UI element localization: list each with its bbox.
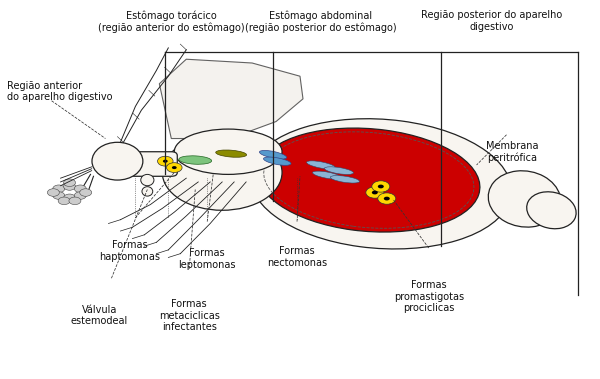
Ellipse shape [250,119,511,249]
Circle shape [172,166,176,169]
Circle shape [158,156,173,166]
Ellipse shape [325,167,353,174]
Circle shape [53,192,65,199]
Text: Formas
haptomonas: Formas haptomonas [99,241,160,262]
Circle shape [74,192,86,199]
Ellipse shape [527,192,576,229]
Circle shape [64,183,76,190]
Circle shape [58,197,70,205]
Text: Estômago torácico
(região anterior do estômago): Estômago torácico (região anterior do es… [98,10,245,33]
Ellipse shape [141,174,154,186]
Text: Válvula
estemodeal: Válvula estemodeal [71,305,128,326]
Circle shape [378,185,384,188]
Text: Formas
promastigotas
prociclicas: Formas promastigotas prociclicas [394,280,464,313]
Ellipse shape [174,129,282,174]
Ellipse shape [163,135,282,210]
Circle shape [74,185,86,193]
Circle shape [53,185,65,193]
Circle shape [64,179,76,186]
Circle shape [167,163,182,172]
Text: Região anterior
do aparelho digestivo: Região anterior do aparelho digestivo [7,80,112,102]
Circle shape [372,191,378,194]
Ellipse shape [313,171,341,179]
Ellipse shape [259,150,287,159]
Text: Formas
leptomonas: Formas leptomonas [178,248,236,269]
Circle shape [163,160,168,163]
Text: Região posterior do aparelho
digestivo: Região posterior do aparelho digestivo [421,10,562,32]
Circle shape [64,194,76,202]
Ellipse shape [331,175,359,183]
Circle shape [80,189,92,196]
Text: Estômago abdominal
(região posterior do estômago): Estômago abdominal (região posterior do … [245,10,397,33]
Circle shape [69,197,81,205]
Text: Membrana
peritrófica: Membrana peritrófica [486,141,539,163]
Ellipse shape [258,128,480,232]
Circle shape [47,189,59,196]
Circle shape [366,187,384,198]
Polygon shape [160,59,303,138]
Ellipse shape [307,161,335,169]
Circle shape [372,181,390,192]
Ellipse shape [179,156,212,164]
Ellipse shape [142,187,153,196]
Text: Formas
nectomonas: Formas nectomonas [267,246,327,268]
Circle shape [378,193,396,204]
Ellipse shape [488,171,560,227]
Circle shape [384,197,390,200]
Ellipse shape [92,142,143,180]
Ellipse shape [216,150,247,157]
Text: Formas
metaciclicas
infectantes: Formas metaciclicas infectantes [159,299,220,332]
Ellipse shape [263,157,291,165]
FancyBboxPatch shape [130,152,177,176]
